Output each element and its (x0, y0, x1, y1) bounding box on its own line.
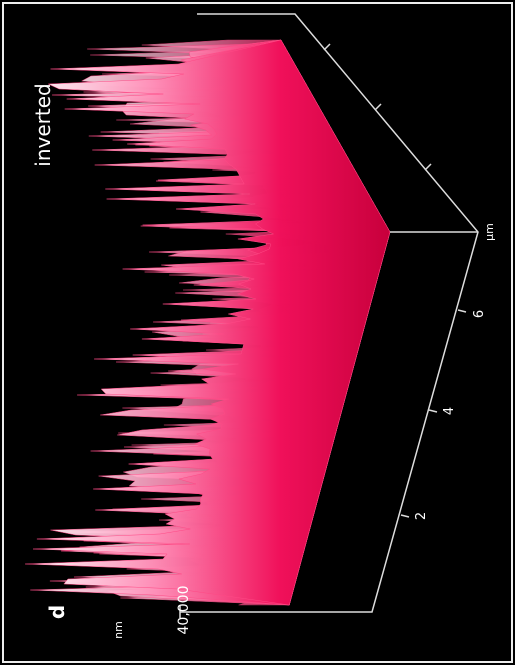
figure-panel: d inverted 40,000 nm 2 4 6 µm (0, 0, 515, 665)
z-unit: nm (112, 621, 125, 639)
annotation: inverted (31, 83, 55, 166)
x-tick-label: 6 (472, 310, 487, 318)
x-unit: µm (483, 223, 496, 241)
x-tick-label: 2 (414, 512, 429, 520)
z-tick-label: 40,000 (176, 586, 192, 635)
panel-label: d (45, 605, 69, 619)
x-tick-label: 4 (442, 407, 457, 415)
